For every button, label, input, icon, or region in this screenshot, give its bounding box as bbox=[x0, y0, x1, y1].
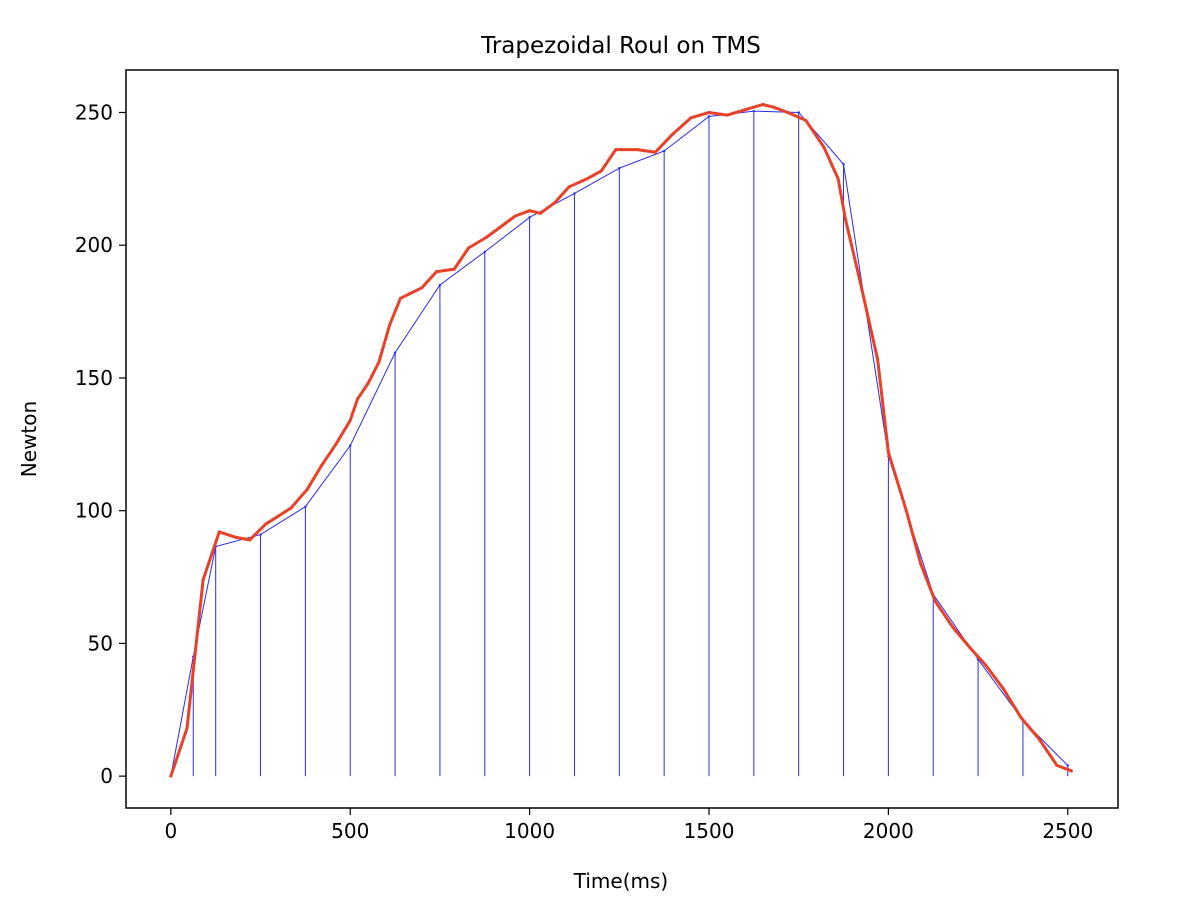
trapezoid-point bbox=[707, 115, 711, 118]
measured-point bbox=[614, 148, 618, 152]
measured-point bbox=[528, 209, 532, 213]
measured-series bbox=[169, 103, 1073, 778]
trapezoid-point bbox=[662, 149, 666, 153]
trapezoid-verticals bbox=[192, 111, 1069, 777]
x-tick-label: 2000 bbox=[863, 819, 914, 843]
measured-point bbox=[388, 323, 392, 327]
trapezoid-point bbox=[304, 505, 307, 508]
trapezoid-point bbox=[528, 216, 531, 219]
measured-point bbox=[276, 514, 280, 518]
measured-point bbox=[671, 132, 675, 136]
trapezoid-point bbox=[1066, 764, 1069, 767]
measured-point bbox=[653, 150, 657, 154]
measured-point bbox=[876, 357, 880, 361]
measured-point bbox=[919, 562, 923, 566]
measured-point bbox=[689, 116, 693, 120]
measured-point bbox=[761, 103, 765, 107]
measured-point bbox=[1037, 737, 1041, 741]
measured-point bbox=[248, 538, 252, 542]
x-tick-label: 1500 bbox=[684, 819, 735, 843]
measured-point bbox=[217, 530, 221, 534]
measured-point bbox=[201, 578, 205, 582]
trapezoid-point bbox=[259, 533, 262, 536]
y-tick-label: 50 bbox=[88, 631, 113, 655]
measured-point bbox=[499, 225, 503, 229]
measured-point bbox=[933, 599, 937, 603]
y-axis-label: Newton bbox=[17, 401, 41, 477]
plot-frame bbox=[125, 69, 1119, 809]
trapezoid-point bbox=[393, 351, 397, 354]
measured-point bbox=[305, 487, 309, 491]
x-tick-label: 1000 bbox=[504, 819, 555, 843]
measured-point bbox=[185, 726, 189, 730]
measured-point bbox=[983, 663, 987, 667]
measured-point bbox=[538, 211, 542, 215]
measured-point bbox=[409, 291, 413, 295]
measured-point bbox=[485, 235, 489, 239]
measured-point bbox=[348, 418, 352, 422]
y-tick-label: 250 bbox=[75, 100, 113, 124]
measured-point bbox=[707, 110, 711, 114]
measured-point bbox=[513, 214, 517, 218]
measured-point bbox=[567, 185, 571, 189]
y-tick-label: 150 bbox=[75, 366, 113, 390]
measured-point bbox=[233, 535, 237, 539]
measured-point bbox=[858, 278, 862, 282]
measured-point bbox=[599, 169, 603, 173]
measured-point bbox=[169, 774, 173, 778]
measured-point bbox=[743, 108, 747, 112]
measured-point bbox=[843, 217, 847, 221]
x-tick-label: 0 bbox=[164, 819, 177, 843]
y-tick-label: 100 bbox=[75, 499, 113, 523]
trapezoid-point bbox=[618, 167, 621, 170]
x-axis-label: Time(ms) bbox=[573, 869, 668, 893]
chart-title: Trapezoidal Roul on TMS bbox=[480, 33, 761, 59]
axis-ticks: 0 500 1000 1500 2000 2500 0 50 100 150 200 250 bbox=[75, 100, 1093, 843]
x-tick-label: 2500 bbox=[1042, 819, 1093, 843]
measured-point bbox=[452, 267, 456, 271]
measured-point bbox=[420, 286, 424, 290]
trapezoid-point bbox=[573, 192, 576, 195]
measured-point bbox=[836, 177, 840, 181]
measured-point bbox=[886, 450, 890, 454]
measured-point bbox=[1055, 764, 1059, 768]
measured-point bbox=[253, 533, 257, 537]
measured-point bbox=[822, 145, 826, 149]
measured-point bbox=[377, 360, 381, 364]
measured-point bbox=[264, 522, 268, 526]
measured-point bbox=[772, 105, 776, 109]
measured-point bbox=[635, 148, 639, 152]
measured-point bbox=[1001, 687, 1005, 691]
measured-point bbox=[1019, 716, 1023, 720]
measured-point bbox=[320, 464, 324, 468]
measured-line bbox=[169, 103, 1073, 778]
trapezoid-point bbox=[483, 250, 486, 254]
measured-point bbox=[804, 118, 808, 122]
measured-point bbox=[725, 113, 729, 117]
trapezoid-point bbox=[349, 444, 352, 447]
measured-point bbox=[334, 442, 338, 446]
measured-point bbox=[969, 647, 973, 651]
measured-point bbox=[355, 397, 359, 401]
x-tick-label: 500 bbox=[331, 819, 369, 843]
measured-point bbox=[398, 296, 402, 300]
y-tick-label: 0 bbox=[100, 764, 113, 788]
measured-point bbox=[553, 201, 557, 205]
measured-point bbox=[1069, 769, 1073, 773]
measured-point bbox=[467, 246, 471, 250]
y-tick-label: 200 bbox=[75, 233, 113, 257]
trapezoid-point bbox=[752, 109, 756, 113]
trapezoid-point bbox=[797, 111, 800, 114]
measured-point bbox=[289, 506, 293, 510]
trapezoid-point bbox=[842, 163, 845, 166]
measured-point bbox=[951, 625, 955, 629]
measured-point bbox=[585, 177, 589, 181]
measured-point bbox=[434, 270, 438, 274]
measured-point bbox=[366, 381, 370, 385]
trapezoid-point bbox=[438, 283, 442, 287]
measured-point bbox=[904, 509, 908, 513]
measured-point bbox=[786, 110, 790, 114]
